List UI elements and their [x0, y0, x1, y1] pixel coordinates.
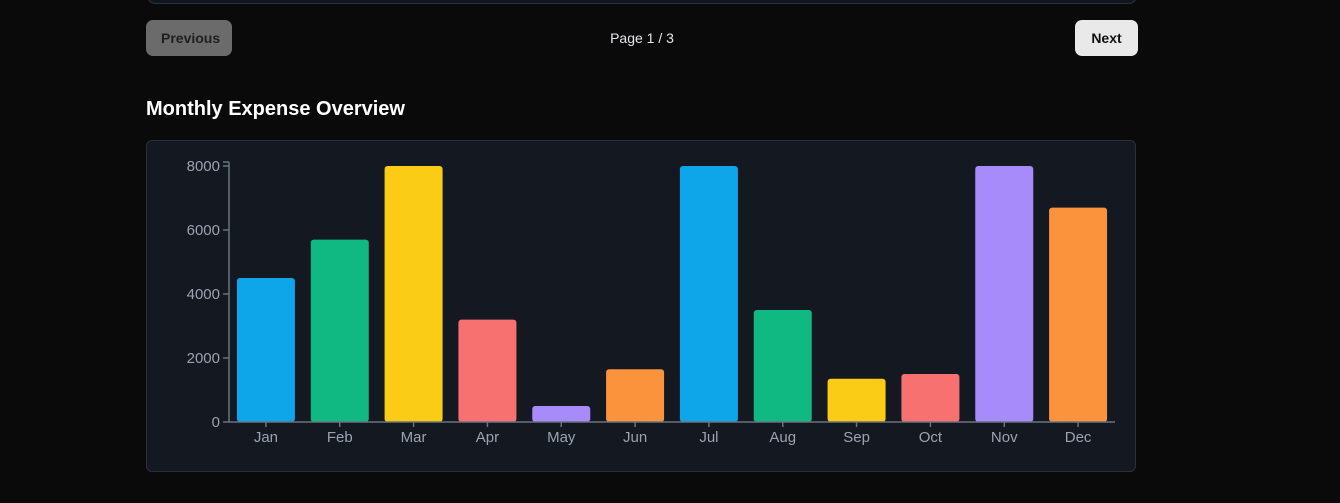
pagination-bar: Previous Page 1 / 3 Next	[146, 20, 1138, 56]
x-tick-label: Dec	[1065, 429, 1092, 446]
y-tick-label: 0	[212, 414, 220, 431]
x-tick-label: Oct	[919, 429, 943, 446]
bar-jan	[236, 278, 295, 422]
x-tick-label: May	[547, 429, 576, 446]
bar-sep	[827, 378, 886, 422]
x-tick-label: Jan	[254, 429, 278, 446]
bar-dec	[1049, 207, 1108, 422]
section-title: Monthly Expense Overview	[146, 98, 405, 120]
next-button[interactable]: Next	[1075, 20, 1138, 56]
x-axis: Jan Feb Mar Apr May Jun Jul Aug Sep Oct Nov Dec	[229, 421, 1115, 446]
bar-jun	[606, 369, 665, 422]
y-tick-label: 6000	[187, 222, 220, 239]
bar-nov	[975, 166, 1034, 422]
x-tick-label: Aug	[769, 429, 796, 446]
y-axis: 0 2000 4000 6000 8000	[187, 158, 230, 431]
chart-card: 0 2000 4000 6000 8000 Jan Feb Mar Apr May Jun Jul A…	[146, 140, 1136, 472]
bar-jul	[679, 166, 738, 422]
x-tick-label: Jul	[699, 429, 718, 446]
bar-may	[532, 406, 591, 422]
y-tick-label: 2000	[187, 350, 220, 367]
x-tick-label: Jun	[623, 429, 647, 446]
x-tick-label: Nov	[991, 429, 1018, 446]
x-tick-label: Sep	[843, 429, 870, 446]
bar-aug	[753, 310, 812, 422]
y-tick-label: 4000	[187, 286, 220, 303]
y-tick-label: 8000	[187, 158, 220, 175]
x-tick-label: Feb	[327, 429, 353, 446]
page-indicator: Page 1 / 3	[610, 30, 674, 46]
bar-feb	[310, 239, 369, 422]
bar-mar	[384, 166, 443, 422]
previous-button[interactable]: Previous	[146, 20, 232, 56]
x-tick-label: Mar	[401, 429, 427, 446]
x-tick-label: Apr	[476, 429, 499, 446]
bars-group	[236, 166, 1108, 422]
bar-oct	[901, 374, 960, 422]
bar-apr	[458, 319, 517, 422]
bar-chart: 0 2000 4000 6000 8000 Jan Feb Mar Apr May Jun Jul A…	[187, 158, 1115, 446]
previous-card-edge	[146, 0, 1138, 4]
